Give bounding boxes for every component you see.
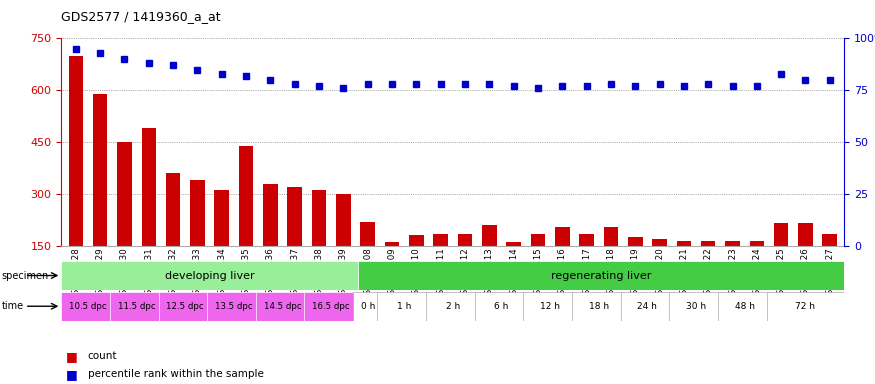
Bar	[377, 292, 430, 321]
Bar	[604, 227, 619, 298]
Bar	[572, 292, 626, 321]
Text: 11.5 dpc: 11.5 dpc	[118, 302, 156, 311]
Bar	[766, 292, 844, 321]
Bar	[523, 292, 577, 321]
Bar	[385, 242, 399, 298]
Text: 14.5 dpc: 14.5 dpc	[263, 302, 301, 311]
Bar	[312, 190, 326, 298]
Bar	[750, 240, 764, 298]
Bar	[409, 235, 423, 298]
Bar	[669, 292, 723, 321]
Text: ■: ■	[66, 368, 77, 381]
Text: 24 h: 24 h	[638, 302, 657, 311]
Bar	[718, 292, 772, 321]
Bar	[190, 180, 205, 298]
Bar	[652, 239, 667, 298]
Text: 1 h: 1 h	[397, 302, 411, 311]
Bar	[358, 261, 844, 290]
Bar	[61, 261, 358, 290]
Bar	[354, 292, 382, 321]
Bar	[93, 94, 108, 298]
Bar	[676, 240, 691, 298]
Text: 12.5 dpc: 12.5 dpc	[166, 302, 204, 311]
Text: 13.5 dpc: 13.5 dpc	[215, 302, 253, 311]
Bar	[725, 240, 739, 298]
Bar	[68, 56, 83, 298]
Bar	[304, 292, 358, 321]
Text: 30 h: 30 h	[686, 302, 706, 311]
Text: percentile rank within the sample: percentile rank within the sample	[88, 369, 263, 379]
Bar	[822, 233, 837, 298]
Bar	[263, 184, 277, 298]
Bar	[158, 292, 212, 321]
Text: developing liver: developing liver	[164, 270, 255, 281]
Text: 2 h: 2 h	[445, 302, 460, 311]
Bar	[117, 142, 132, 298]
Bar	[287, 187, 302, 298]
Bar	[628, 237, 642, 298]
Bar	[207, 292, 261, 321]
Bar	[701, 240, 716, 298]
Bar	[360, 222, 375, 298]
Bar	[798, 223, 813, 298]
Text: time: time	[2, 301, 24, 311]
Bar	[426, 292, 480, 321]
Text: 18 h: 18 h	[589, 302, 609, 311]
Text: 72 h: 72 h	[795, 302, 816, 311]
Text: GDS2577 / 1419360_a_at: GDS2577 / 1419360_a_at	[61, 10, 220, 23]
Text: count: count	[88, 351, 117, 361]
Bar	[255, 292, 310, 321]
Text: 12 h: 12 h	[540, 302, 560, 311]
Bar	[579, 233, 594, 298]
Text: regenerating liver: regenerating liver	[551, 270, 651, 281]
Bar	[110, 292, 164, 321]
Bar	[433, 233, 448, 298]
Text: 48 h: 48 h	[735, 302, 754, 311]
Bar	[239, 146, 254, 298]
Bar	[142, 128, 156, 298]
Bar	[774, 223, 788, 298]
Text: specimen: specimen	[2, 271, 49, 281]
Bar	[61, 292, 115, 321]
Bar	[214, 190, 229, 298]
Text: 0 h: 0 h	[360, 302, 374, 311]
Bar	[458, 233, 472, 298]
Bar	[336, 194, 351, 298]
Bar	[166, 173, 180, 298]
Bar	[507, 242, 521, 298]
Bar	[475, 292, 528, 321]
Text: 10.5 dpc: 10.5 dpc	[69, 302, 107, 311]
Bar	[482, 225, 497, 298]
Text: 16.5 dpc: 16.5 dpc	[312, 302, 350, 311]
Bar	[530, 233, 545, 298]
Bar	[555, 227, 570, 298]
Text: 6 h: 6 h	[494, 302, 508, 311]
Bar	[620, 292, 674, 321]
Text: ■: ■	[66, 350, 77, 363]
